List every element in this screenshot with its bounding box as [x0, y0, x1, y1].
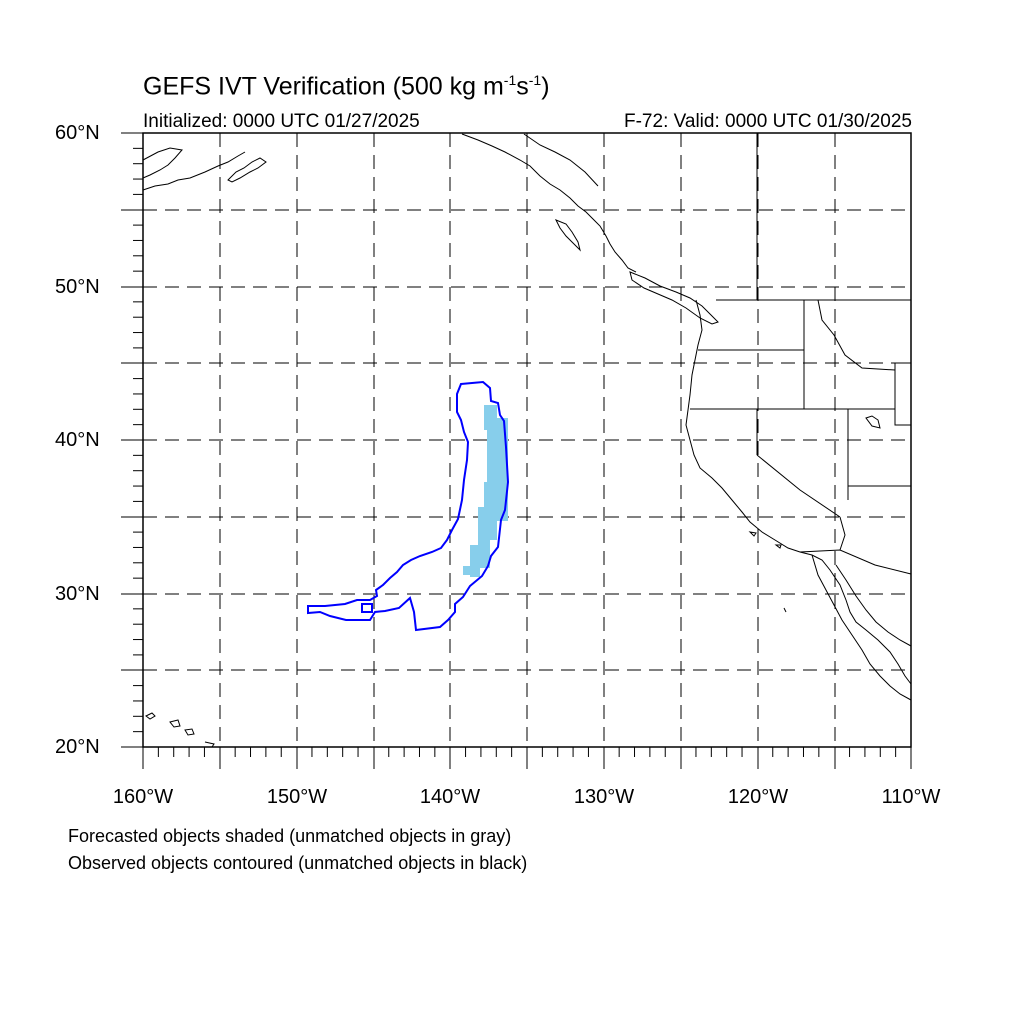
x-label-120w: 120°W: [727, 786, 789, 808]
forecast-object: [463, 405, 508, 577]
y-label-50n: 50°N: [55, 276, 100, 298]
coastlines: [142, 133, 912, 701]
y-label-60n: 60°N: [55, 122, 100, 144]
islands: [145, 415, 881, 748]
x-label-140w: 140°W: [419, 786, 481, 808]
init-time-label: Initialized: 0000 UTC 01/27/2025: [143, 111, 420, 132]
x-minor-ticks: [157, 747, 897, 757]
observed-contour: [307, 380, 510, 632]
x-ticks: [142, 747, 912, 769]
legend-forecast-note: Forecasted objects shaded (unmatched obj…: [68, 826, 512, 846]
y-label-30n: 30°N: [55, 583, 100, 605]
legend-observed-note: Observed objects contoured (unmatched ob…: [68, 853, 528, 873]
valid-time-label: F-72: Valid: 0000 UTC 01/30/2025: [624, 111, 912, 132]
grid: [143, 133, 911, 747]
plot-title: GEFS IVT Verification (500 kg m-1s-1): [143, 72, 550, 101]
y-ticks: [121, 132, 143, 748]
borders: [690, 133, 912, 575]
x-label-130w: 130°W: [573, 786, 635, 808]
y-label-20n: 20°N: [55, 736, 100, 758]
observed-contour-notch: [361, 603, 373, 613]
x-label-160w: 160°W: [112, 786, 174, 808]
x-label-150w: 150°W: [266, 786, 328, 808]
x-label-110w: 110°W: [881, 786, 941, 808]
y-label-40n: 40°N: [55, 429, 100, 451]
y-minor-ticks: [133, 147, 143, 733]
